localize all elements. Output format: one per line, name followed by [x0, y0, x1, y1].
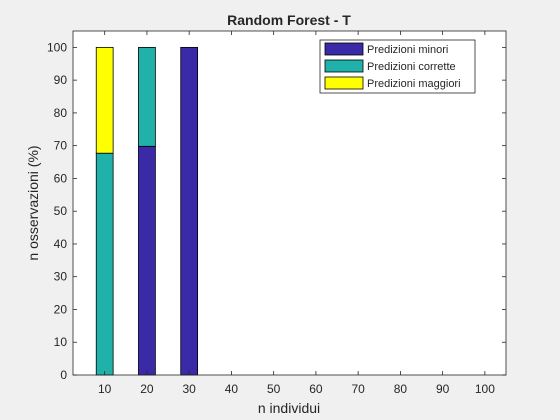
y-tick-label: 100: [47, 40, 67, 54]
x-tick-label: 80: [394, 382, 408, 396]
legend-label: Predizioni maggiori: [367, 78, 461, 90]
bar-segment: [180, 46, 199, 376]
bars-group: [95, 46, 199, 376]
y-tick-label: 70: [54, 139, 68, 153]
legend-swatch: [324, 59, 364, 73]
legend-swatch: [324, 76, 364, 90]
x-tick-label: 50: [267, 382, 281, 396]
y-tick-label: 90: [54, 73, 68, 87]
y-tick-label: 80: [54, 106, 68, 120]
y-tick-label: 20: [54, 302, 68, 316]
legend-label: Predizioni corrette: [367, 61, 456, 73]
x-axis-label: n individui: [258, 400, 320, 416]
legend-swatch: [324, 42, 364, 56]
legend-label: Predizioni minori: [367, 44, 448, 56]
bar-segment: [138, 145, 156, 376]
y-tick-label: 40: [54, 237, 68, 251]
chart-title: Random Forest - T: [227, 12, 351, 28]
x-tick-label: 30: [182, 382, 196, 396]
x-tick-label: 60: [309, 382, 323, 396]
legend: Predizioni minori Predizioni corrette Pred…: [319, 39, 476, 94]
bar-segment: [138, 46, 156, 147]
y-tick-label: 50: [54, 204, 68, 218]
x-tick-label: 10: [98, 382, 112, 396]
x-tick-label: 100: [475, 382, 495, 396]
x-tick-label: 70: [351, 382, 365, 396]
y-tick-label: 10: [54, 335, 68, 349]
bar-segment: [95, 46, 114, 154]
x-tick-label: 90: [436, 382, 450, 396]
y-tick-label: 0: [60, 368, 67, 382]
bar-segment: [95, 152, 114, 376]
y-tick-label: 60: [54, 171, 68, 185]
axes-box: [72, 30, 507, 376]
x-tick-label: 40: [225, 382, 239, 396]
y-axis-label: n osservazioni (%): [25, 145, 41, 260]
axes-group: 0 10 20 30 40 50 60 70 80 90 100 10 20 30 40 50 60 70 80 90…: [47, 30, 507, 396]
y-tick-label: 30: [54, 270, 68, 284]
x-tick-label: 20: [140, 382, 154, 396]
